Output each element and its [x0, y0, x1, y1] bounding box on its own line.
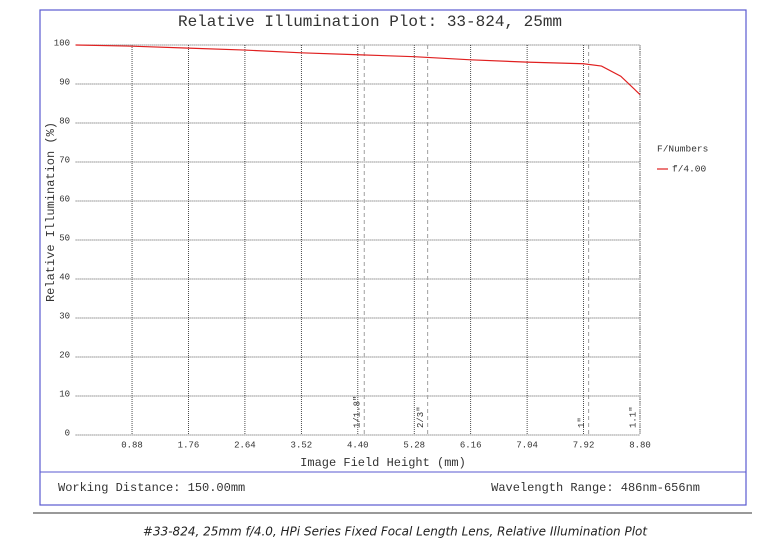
x-tick-label: 0.88: [121, 440, 143, 450]
sensor-label: 1/1.8": [353, 396, 363, 428]
frame: [39, 9, 747, 506]
footer-right: Wavelength Range: 486nm-656nm: [491, 481, 700, 495]
x-tick-label: 7.04: [516, 440, 538, 450]
y-tick-label: 70: [59, 155, 70, 165]
x-tick-label: 7.92: [573, 440, 595, 450]
legend-label: f/4.00: [672, 164, 707, 175]
y-tick-label: 50: [59, 233, 70, 243]
y-tick-label: 40: [59, 272, 70, 282]
x-tick-label: 1.76: [178, 440, 200, 450]
legend-title: F/Numbers: [657, 144, 708, 155]
sensor-label: 1": [577, 417, 587, 428]
x-tick-label: 5.28: [403, 440, 425, 450]
x-tick-label: 8.80: [629, 440, 651, 450]
y-tick-label: 100: [54, 38, 70, 48]
y-tick-label: 10: [59, 389, 70, 399]
sensor-label: 1.1": [628, 406, 638, 428]
y-tick-label: 60: [59, 194, 70, 204]
caption: #33-824, 25mm f/4.0, HPi Series Fixed Fo…: [143, 525, 648, 539]
footer-left: Working Distance: 150.00mm: [58, 481, 245, 495]
y-axis-label: Relative Illumination (%): [44, 122, 58, 302]
y-tick-label: 80: [59, 116, 70, 126]
x-tick-label: 3.52: [291, 440, 313, 450]
y-tick-label: 30: [59, 311, 70, 321]
series-line: [75, 44, 641, 95]
chart-title: Relative Illumination Plot: 33-824, 25mm: [178, 13, 562, 31]
y-tick-label: 90: [59, 77, 70, 87]
x-tick-label: 6.16: [460, 440, 482, 450]
x-tick-label: 4.40: [347, 440, 369, 450]
y-tick-label: 0: [65, 428, 70, 438]
x-tick-label: 2.64: [234, 440, 256, 450]
y-tick-label: 20: [59, 350, 70, 360]
sensor-label: 2/3": [416, 406, 426, 428]
x-axis-label: Image Field Height (mm): [300, 456, 466, 470]
